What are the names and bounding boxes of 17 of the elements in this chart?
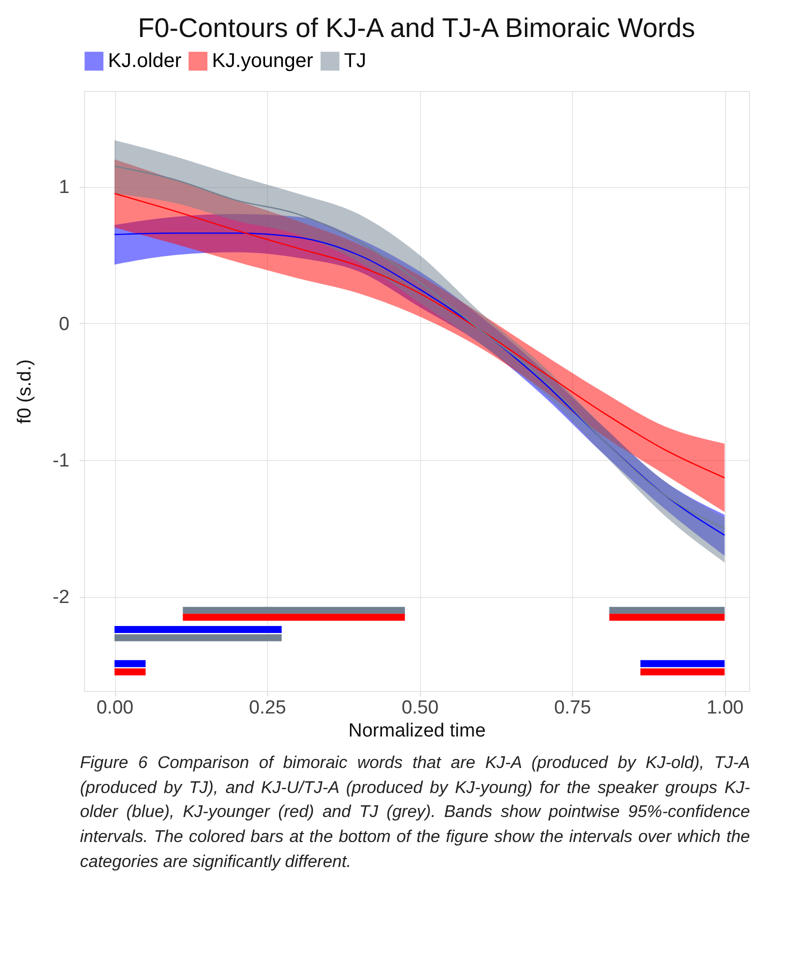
legend-label: KJ.younger <box>212 50 314 72</box>
x-tick-label: 0.25 <box>249 698 286 718</box>
x-tick-label: 0.00 <box>96 698 134 718</box>
y-tick-label: 1 <box>58 177 70 198</box>
x-axis-title: Normalized time <box>348 720 486 742</box>
y-tick-label: 0 <box>58 314 70 335</box>
y-axis-title: f0 (s.d.) <box>14 359 36 424</box>
legend-label: TJ <box>344 50 366 72</box>
y-tick-label: -2 <box>52 587 70 608</box>
caption: Figure 6 Comparison of bimoraic words that are KJ-A (produced by KJ-old), TJ-A (produced by TJ), and KJ-U/TJ-A (produced by KJ-young) for the speaker groups KJ-older (blue), KJ-younger (red) and TJ (grey). Bands show pointwise 95%-confidence intervals. The colored bars at the bottom of the figure show the intervals over which the categories are significantly different. <box>80 752 750 873</box>
y-tick-label: -1 <box>52 450 70 472</box>
chart-title: F0-Contours of KJ-A and TJ-A Bimoraic Words <box>138 13 696 43</box>
x-tick-label: 1.00 <box>706 698 744 718</box>
x-tick-label: 0.75 <box>554 698 592 718</box>
legend-label: KJ.older <box>108 50 182 72</box>
x-tick-label: 0.50 <box>402 698 439 718</box>
line-series <box>114 192 726 478</box>
